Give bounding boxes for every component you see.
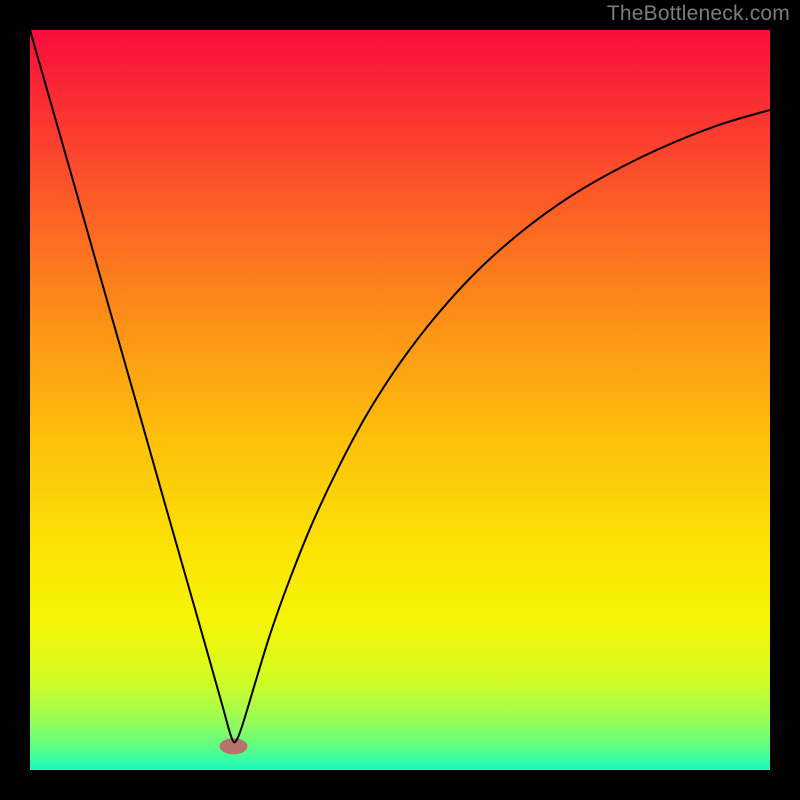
chart-plot-area — [30, 30, 770, 770]
chart-stage: TheBottleneck.com — [0, 0, 800, 800]
watermark-text: TheBottleneck.com — [607, 2, 790, 26]
bottleneck-chart — [0, 0, 800, 800]
